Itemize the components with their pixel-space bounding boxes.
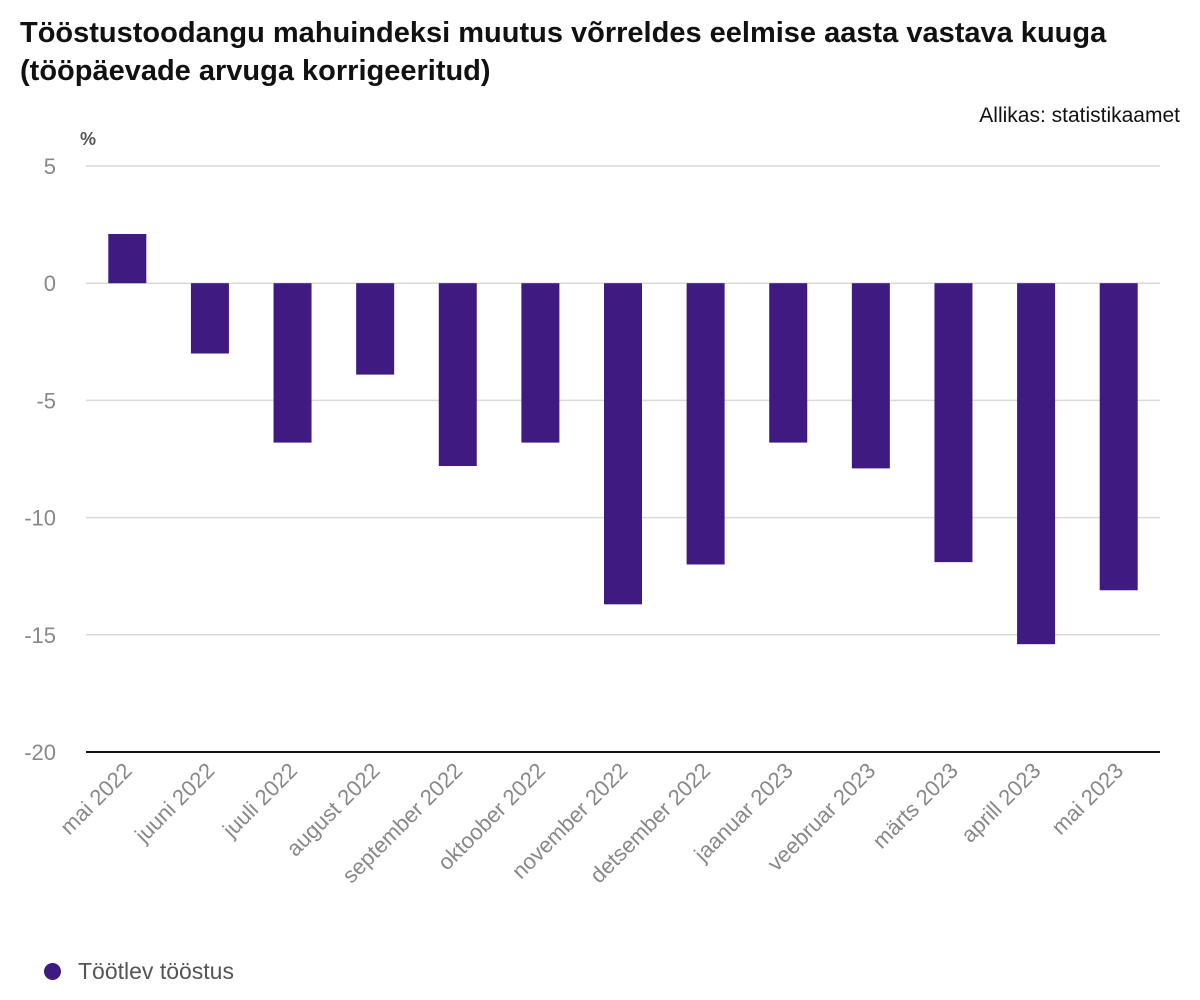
y-tick-label: -10 <box>24 506 56 531</box>
bar <box>1017 283 1056 645</box>
bar <box>934 283 973 563</box>
bar <box>686 283 725 565</box>
y-tick-label: -20 <box>24 740 56 765</box>
y-axis-unit: % <box>80 129 96 149</box>
bars <box>108 233 1138 645</box>
legend-swatch <box>44 963 61 980</box>
y-tick-label: -5 <box>36 388 56 413</box>
bar <box>108 233 147 284</box>
bar <box>273 283 312 443</box>
bar <box>190 283 229 354</box>
bar <box>521 283 560 443</box>
bar <box>851 283 890 469</box>
y-tick-label: -15 <box>24 623 56 648</box>
bar <box>356 283 395 375</box>
y-axis-ticks: 5 0 -5 -10 -15 -20 <box>24 154 56 765</box>
x-tick-label: aprill 2023 <box>956 758 1045 847</box>
x-tick-label: märts 2023 <box>867 758 963 854</box>
x-tick-label: mai 2023 <box>1047 758 1129 840</box>
bar <box>438 283 477 467</box>
source-note: Allikas: statistikaamet <box>979 104 1180 127</box>
bar <box>604 283 642 605</box>
legend: Töötlev tööstus <box>44 958 234 985</box>
y-tick-label: 0 <box>44 271 56 296</box>
x-tick-label: juuli 2022 <box>217 758 302 843</box>
chart-title: Tööstustoodangu mahuindeksi muutus võrre… <box>20 17 1107 87</box>
bar <box>769 283 808 443</box>
legend-label: Töötlev tööstus <box>78 958 234 984</box>
y-tick-label: 5 <box>44 154 56 179</box>
x-tick-label: juuni 2022 <box>129 758 219 848</box>
bar <box>1099 283 1138 591</box>
x-tick-label: mai 2022 <box>55 758 137 840</box>
